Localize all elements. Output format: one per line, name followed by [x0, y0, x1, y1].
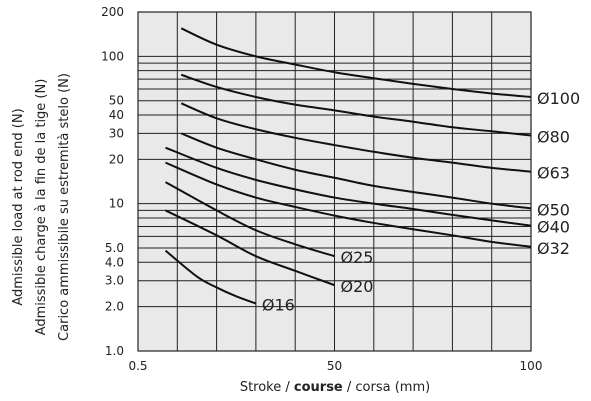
series-line-9	[164, 249, 257, 305]
series-line-3	[180, 102, 532, 173]
series-label-4: Ø50	[537, 200, 570, 219]
series-label-9: Ø16	[262, 296, 295, 315]
y-tick-label: 4.0	[105, 255, 124, 269]
series-line-6	[165, 161, 532, 248]
series-label-7: Ø25	[341, 248, 374, 267]
series-label-3: Ø63	[537, 164, 570, 183]
x-axis-label: Stroke / course / corsa (mm)	[240, 380, 430, 395]
x-axis-label-part-3: / corsa (mm)	[343, 380, 430, 395]
x-tick-label: 0.5	[128, 359, 147, 373]
series-line-7	[165, 181, 335, 258]
series-label-1: Ø100	[537, 89, 580, 108]
y-tick-label: 1.0	[105, 344, 124, 358]
y-tick-label: 2.0	[105, 300, 124, 314]
y-tick-label: 20	[109, 152, 124, 166]
x-axis-label-part-1: Stroke /	[240, 380, 294, 395]
y-tick-label: 10	[109, 197, 124, 211]
y-axis-label-fr: Admissible charge à la fin de la tige (N…	[34, 79, 49, 336]
series-label-5: Ø40	[537, 218, 570, 237]
y-tick-label: 5.0	[105, 241, 124, 255]
series-label-6: Ø32	[537, 239, 570, 258]
series-line-1	[180, 27, 532, 98]
x-tick-label: 100	[520, 359, 543, 373]
x-axis-label-part-2: course	[294, 380, 343, 395]
y-tick-label: 30	[109, 126, 124, 140]
series-label-8: Ø20	[341, 277, 374, 296]
y-axis-label-it: Carico ammissibile su estremità stelo (N…	[57, 73, 72, 341]
y-tick-label: 50	[109, 94, 124, 108]
y-tick-label: 40	[109, 108, 124, 122]
y-tick-label: 100	[101, 49, 124, 63]
series-line-5	[165, 146, 532, 227]
series-line-2	[180, 73, 532, 137]
y-tick-label: 3.0	[105, 274, 124, 288]
y-axis-label-en: Admissible load at rod end (N)	[11, 108, 26, 305]
x-tick-label: 50	[327, 359, 342, 373]
series-line-4	[180, 132, 532, 210]
series-label-2: Ø80	[537, 128, 570, 147]
y-tick-label: 200	[101, 5, 124, 19]
series-line-8	[165, 209, 335, 287]
